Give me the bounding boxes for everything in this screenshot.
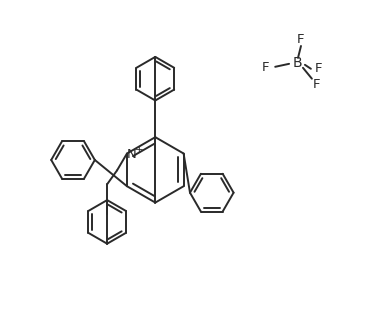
- Text: F: F: [315, 62, 322, 75]
- Text: F: F: [313, 78, 321, 91]
- Text: F: F: [261, 61, 269, 74]
- Text: N: N: [127, 148, 137, 161]
- Text: F: F: [297, 33, 305, 45]
- Text: B: B: [292, 56, 302, 70]
- Text: +: +: [135, 145, 143, 155]
